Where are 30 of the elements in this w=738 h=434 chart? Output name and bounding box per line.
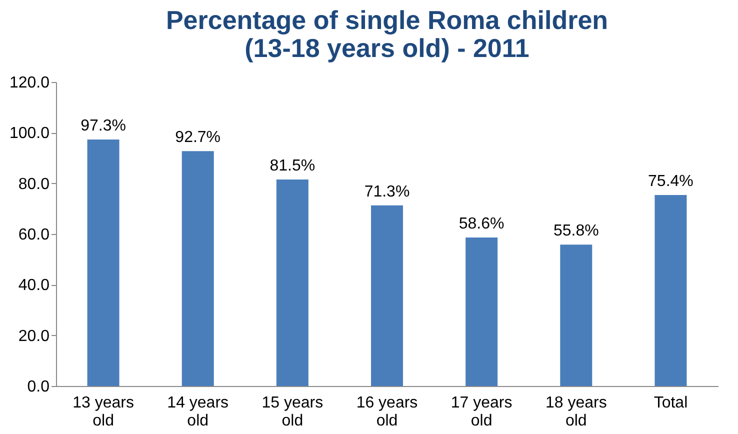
data-label: 81.5%	[270, 158, 316, 175]
y-tick-label: 60.0	[18, 226, 50, 244]
y-tick-label: 20.0	[18, 328, 50, 345]
bar	[371, 205, 403, 386]
bar	[87, 140, 120, 386]
bar	[276, 180, 308, 386]
bar	[560, 244, 592, 386]
bar	[466, 238, 498, 386]
y-tick-label: 40.0	[18, 277, 50, 294]
y-tick-label: 120.0	[9, 74, 50, 92]
x-tick-label: 14 years old	[167, 394, 229, 430]
data-label: 55.8%	[553, 222, 599, 240]
text: Percentage of single Roma children	[166, 5, 608, 35]
y-tick-label: 80.0	[18, 176, 50, 193]
text: (13-18 years old) - 2011	[244, 33, 530, 63]
x-tick-label: 16 years old	[356, 394, 418, 430]
x-tick-label: Total	[654, 394, 688, 412]
data-label: 71.3%	[364, 183, 410, 200]
data-label: 58.6%	[458, 216, 504, 233]
bar	[654, 194, 687, 386]
data-label: 97.3%	[80, 118, 126, 135]
x-tick-label: 17 years old	[450, 394, 512, 430]
y-tick-label: 100.0	[9, 125, 50, 142]
data-label: 92.7%	[175, 129, 221, 146]
y-tick-label: 0.0	[27, 378, 50, 396]
data-label: 75.4%	[648, 172, 694, 190]
x-tick-label: 13 years old	[72, 394, 134, 430]
x-tick-label: 15 years old	[262, 394, 324, 430]
x-tick-label: 18 years old	[545, 394, 607, 430]
bar	[182, 151, 214, 386]
